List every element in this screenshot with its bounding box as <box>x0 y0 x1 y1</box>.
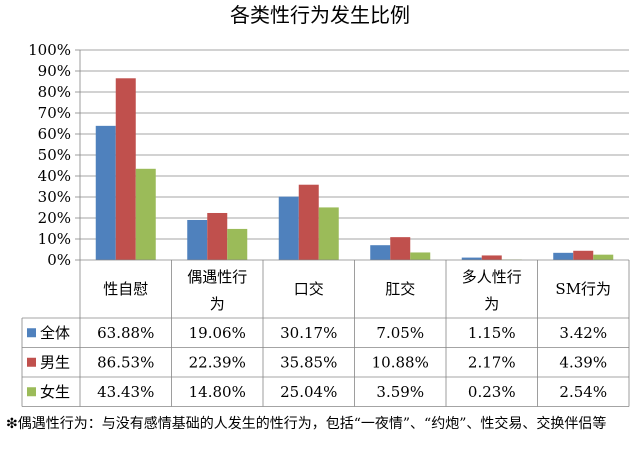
category-label: 肛交 <box>385 280 415 298</box>
chart: 各类性行为发生比例 0% 10% 20% 30% 40% 50% 60% 70% 80% 90% 1… <box>21 3 630 407</box>
data-label: 4.39% <box>559 353 607 371</box>
category-label: 口交 <box>294 280 324 298</box>
grid <box>80 49 629 240</box>
data-label: 86.53% <box>97 353 154 371</box>
y-tick-label: 70% <box>38 104 71 122</box>
y-tick-label: 0% <box>47 251 71 269</box>
legend-swatch <box>27 328 36 338</box>
y-tick-label: 20% <box>38 209 71 227</box>
bar <box>95 125 116 261</box>
y-tick-label: 80% <box>38 83 71 101</box>
bar <box>115 78 136 260</box>
bar <box>553 252 574 260</box>
data-label: 22.39% <box>189 353 246 371</box>
bar <box>410 252 431 260</box>
y-axis: 0% 10% 20% 30% 40% 50% 60% 70% 80% 90% 100% <box>28 41 81 269</box>
bar <box>187 219 208 260</box>
legend-swatch <box>27 387 36 397</box>
bar <box>207 212 228 260</box>
y-tick-label: 90% <box>38 62 71 80</box>
series-name: 女生 <box>40 383 70 401</box>
y-tick-label: 30% <box>38 188 71 206</box>
category-label: 偶遇性行为 <box>187 268 247 313</box>
y-tick-label: 50% <box>38 146 71 164</box>
data-label: 35.85% <box>280 353 337 371</box>
data-label: 10.88% <box>372 353 429 371</box>
bar <box>390 237 411 260</box>
category-label: 多人性行为 <box>462 268 522 313</box>
data-label: 0.23% <box>468 383 516 401</box>
bars <box>95 78 614 261</box>
data-label: 3.59% <box>376 383 424 401</box>
bar <box>370 245 391 260</box>
data-label: 30.17% <box>280 324 337 342</box>
bar <box>278 196 299 260</box>
category-label: 性自慰 <box>103 280 148 298</box>
series-name: 全体 <box>40 324 70 342</box>
y-tick-label: 60% <box>38 125 71 143</box>
bar <box>573 250 594 260</box>
bar <box>135 168 156 260</box>
bar <box>298 184 319 260</box>
bar <box>593 254 614 260</box>
data-label: 2.54% <box>559 383 607 401</box>
data-label: 1.15% <box>468 324 516 342</box>
series-name: 男生 <box>40 353 70 371</box>
bar <box>481 255 502 260</box>
y-tick-label: 100% <box>28 41 71 59</box>
y-tick-label: 40% <box>38 167 71 185</box>
data-label: 7.05% <box>376 324 424 342</box>
legend-swatch <box>27 357 36 367</box>
data-label: 63.88% <box>97 324 154 342</box>
y-tick-label: 10% <box>38 230 71 248</box>
category-label: SM行为 <box>555 280 611 298</box>
bar <box>461 257 482 260</box>
bar <box>227 228 248 260</box>
data-label: 14.80% <box>189 383 246 401</box>
data-label: 43.43% <box>97 383 154 401</box>
chart-title: 各类性行为发生比例 <box>230 3 410 27</box>
data-label: 25.04% <box>280 383 337 401</box>
footnote: ❇偶遇性行为：与没有感情基础的人发生的性行为，包括“一夜情”、“约炮”、性交易、… <box>6 416 607 432</box>
data-label: 2.17% <box>468 353 516 371</box>
data-label: 19.06% <box>189 324 246 342</box>
data-label: 3.42% <box>559 324 607 342</box>
bar <box>318 207 339 260</box>
